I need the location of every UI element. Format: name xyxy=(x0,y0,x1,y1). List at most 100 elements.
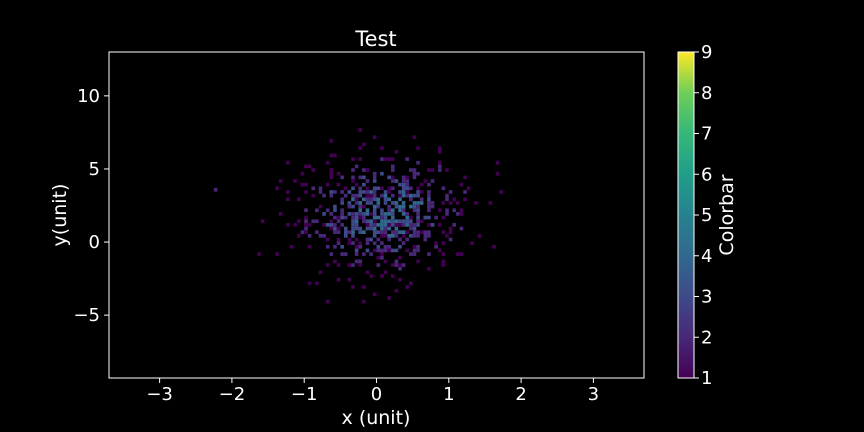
heatmap-cell xyxy=(318,234,323,238)
heatmap-cell xyxy=(390,212,395,216)
heatmap-cell xyxy=(347,241,352,245)
heatmap-cell xyxy=(409,223,413,227)
heatmap-cell xyxy=(376,204,381,209)
heatmap-cell xyxy=(409,215,413,220)
heatmap-cell xyxy=(372,204,377,209)
heatmap-cell xyxy=(380,208,384,213)
heatmap-cell xyxy=(412,201,417,205)
heatmap-cell xyxy=(416,248,420,253)
x-tick-label: −2 xyxy=(219,384,246,405)
heatmap-cell xyxy=(401,263,406,267)
heatmap-cell xyxy=(412,204,417,209)
heatmap-cell xyxy=(354,252,359,256)
heatmap-cell xyxy=(456,201,460,205)
heatmap-cell xyxy=(307,223,312,227)
colorbar-tick-label: 1 xyxy=(701,368,712,389)
heatmap-cell xyxy=(336,277,341,282)
heatmap-cell xyxy=(434,244,438,249)
heatmap-cell xyxy=(362,219,366,224)
colorbar-tick-label: 5 xyxy=(701,205,712,226)
heatmap-cell xyxy=(427,230,431,235)
heatmap-cell xyxy=(354,197,359,202)
heatmap-cell xyxy=(390,219,395,224)
heatmap-cell xyxy=(401,201,406,205)
heatmap-cell xyxy=(405,157,410,161)
heatmap-cell xyxy=(336,215,341,220)
y-tick-label: −5 xyxy=(73,305,100,326)
heatmap-cell xyxy=(390,234,395,238)
heatmap-cell xyxy=(445,234,449,238)
heatmap-cell xyxy=(278,179,283,183)
heatmap-cell xyxy=(398,197,402,202)
heatmap-cell xyxy=(289,244,294,249)
heatmap-cell xyxy=(441,259,446,264)
heatmap-cell xyxy=(372,193,377,198)
heatmap-cell xyxy=(405,285,410,289)
heatmap-cell xyxy=(351,157,355,161)
x-axis: −3 −2 −1 0 1 2 3 xyxy=(146,378,599,405)
heatmap-cell xyxy=(340,197,344,202)
heatmap-cell xyxy=(329,168,334,172)
heatmap-cell xyxy=(409,219,413,224)
heatmap-cell xyxy=(412,248,417,253)
heatmap-cell xyxy=(376,244,381,249)
heatmap-cell xyxy=(213,187,218,192)
heatmap-cell xyxy=(315,208,319,213)
heatmap-cell xyxy=(362,168,366,172)
heatmap-cell xyxy=(322,212,326,216)
heatmap-cell xyxy=(401,208,406,213)
heatmap-cell xyxy=(376,255,381,260)
heatmap-cell xyxy=(351,212,355,216)
heatmap-cell xyxy=(347,230,352,235)
colorbar-tick-label: 9 xyxy=(701,42,712,63)
heatmap-cell xyxy=(394,149,399,154)
heatmap-cell xyxy=(383,215,388,220)
heatmap-cell xyxy=(430,201,435,205)
heatmap-cell xyxy=(448,201,453,205)
heatmap-cell xyxy=(416,204,420,209)
heatmap-cell xyxy=(304,182,308,187)
heatmap-cell xyxy=(354,182,359,187)
heatmap-cell xyxy=(401,212,406,216)
heatmap-cell xyxy=(347,277,352,282)
heatmap-cell xyxy=(351,186,355,191)
heatmap-cell xyxy=(315,230,319,235)
heatmap-cell xyxy=(390,186,395,191)
heatmap-cell xyxy=(362,190,366,194)
heatmap-cell xyxy=(383,226,388,231)
heatmap-cell xyxy=(390,223,395,227)
heatmap-cell xyxy=(387,190,391,194)
heatmap-cell xyxy=(452,223,457,227)
heatmap-cell xyxy=(362,215,366,220)
heatmap-cell xyxy=(304,215,308,220)
heatmap-cell xyxy=(459,212,464,216)
heatmap-cell xyxy=(354,244,359,249)
heatmap-cell xyxy=(351,175,355,180)
heatmap-cell xyxy=(401,219,406,224)
heatmap-cell xyxy=(412,168,417,172)
heatmap-cell xyxy=(401,175,406,180)
heatmap-cell xyxy=(390,208,395,213)
heatmap-cell xyxy=(358,259,363,264)
heatmap-cell xyxy=(387,244,391,249)
heatmap-cell xyxy=(401,186,406,191)
heatmap-cell xyxy=(401,234,406,238)
heatmap-cell xyxy=(427,182,431,187)
heatmap-cell xyxy=(466,186,471,191)
heatmap-cell xyxy=(387,248,391,253)
heatmap-cell xyxy=(412,193,417,198)
heatmap-cell xyxy=(380,215,384,220)
heatmap-cell xyxy=(322,223,326,227)
heatmap-cell xyxy=(427,252,431,256)
heatmap-cell xyxy=(398,219,402,224)
heatmap-cell xyxy=(318,190,323,194)
heatmap-cell xyxy=(405,179,410,183)
colorbar-tick-label: 7 xyxy=(701,124,712,145)
heatmap-cell xyxy=(437,208,442,213)
heatmap-cell xyxy=(325,160,330,165)
heatmap-cell xyxy=(358,263,363,267)
heatmap-cell xyxy=(340,208,344,213)
heatmap-cell xyxy=(365,197,370,202)
colorbar-ticks: 1 2 3 4 5 6 7 8 9 xyxy=(694,42,712,389)
heatmap-cell xyxy=(372,219,377,224)
